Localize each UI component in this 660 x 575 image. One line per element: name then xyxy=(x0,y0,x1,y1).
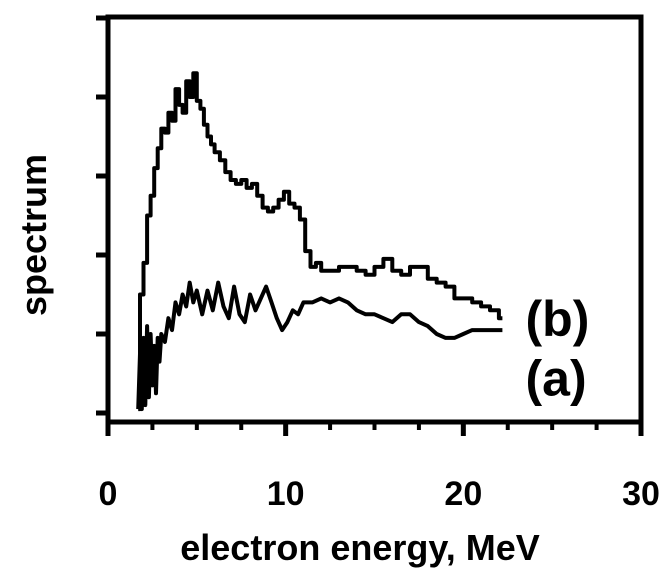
x-tick-label-1: 10 xyxy=(267,475,305,513)
x-tick-label-3: 30 xyxy=(622,475,660,513)
x-axis-ticks xyxy=(105,422,644,436)
x-axis-tick-labels: 0 10 20 30 xyxy=(99,475,660,513)
series-line-1 xyxy=(136,280,503,412)
x-axis-title: electron energy, MeV xyxy=(180,527,539,568)
y-axis-ticks xyxy=(96,15,108,416)
x-tick-label-0: 0 xyxy=(99,475,118,513)
series-labels: (b)(a) xyxy=(526,291,590,406)
x-tick-label-2: 20 xyxy=(444,475,482,513)
y-axis-title: spectrum xyxy=(13,154,54,316)
series-label-1: (a) xyxy=(526,350,587,406)
series-label-0: (b) xyxy=(526,291,590,347)
series-line-0 xyxy=(138,71,503,412)
series-lines xyxy=(136,71,503,412)
